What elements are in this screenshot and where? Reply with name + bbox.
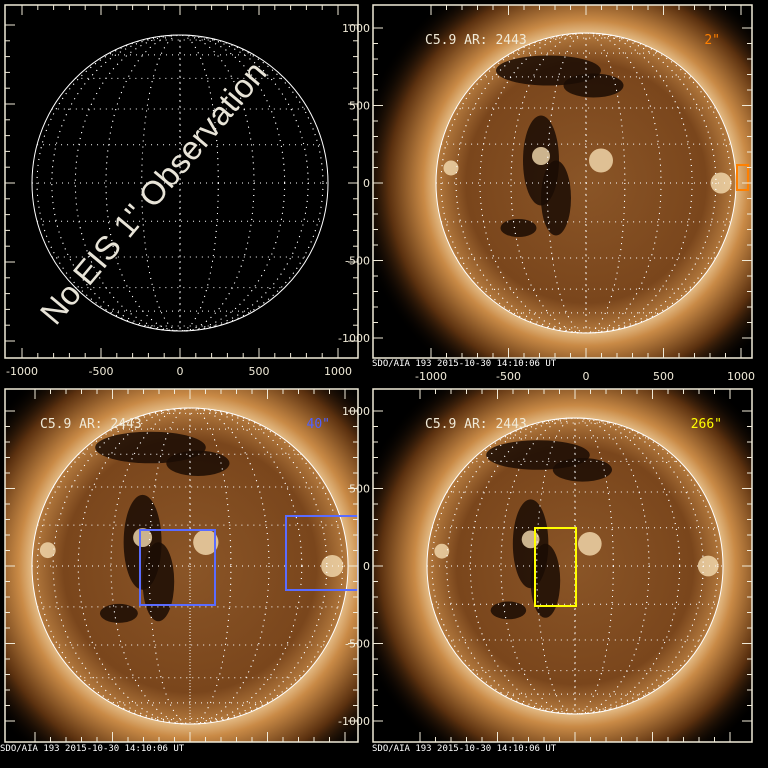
- y-tick-label: 500: [349, 483, 370, 496]
- y-tick-label: 0: [363, 177, 370, 190]
- active-region: [577, 531, 602, 556]
- y-tick-label: 500: [349, 100, 370, 113]
- x-tick-label: -1000: [415, 370, 447, 383]
- flare-label: C5.9 AR: 2443: [40, 417, 142, 432]
- y-tick-label: 1000: [342, 405, 370, 418]
- active-region: [589, 148, 613, 173]
- heliographic-grid: [436, 32, 736, 334]
- coronal-hole: [142, 542, 175, 622]
- active-region: [133, 528, 153, 548]
- x-tick-label: -500: [89, 365, 114, 378]
- coronal-hole: [99, 603, 138, 623]
- limb-circle: [426, 417, 724, 715]
- image-layer: [373, 5, 752, 358]
- y-tick-label: 1000: [342, 22, 370, 35]
- axes: 1000 500 0 -500 -1000: [338, 388, 753, 743]
- y-tick-label: -1000: [338, 715, 370, 728]
- eis-raster-box: [534, 527, 577, 607]
- heliographic-grid: [32, 407, 348, 725]
- resolution-label: 40": [307, 417, 330, 432]
- x-tick-label: -500: [496, 370, 521, 383]
- coronal-hole: [500, 219, 537, 237]
- active-region: [697, 555, 719, 577]
- panel-eis-40: C5.9 AR: 2443 40" SDO/AIA 193 2015-10-30…: [0, 388, 359, 754]
- flare-label: C5.9 AR: 2443: [425, 33, 527, 48]
- coronal-hole: [552, 457, 613, 482]
- flare-label: C5.9 AR: 2443: [425, 417, 527, 432]
- y-tick-label: -500: [345, 638, 370, 651]
- footer-label: SDO/AIA 193 2015-10-30 14:10:06 UT: [372, 359, 557, 369]
- image-layer: [31, 34, 329, 332]
- axes: [4, 388, 359, 743]
- coronal-hole: [490, 601, 527, 620]
- active-region: [434, 543, 450, 559]
- plot-frame: [372, 4, 753, 359]
- panel-eis-2: C5.9 AR: 2443 2" SDO/AIA 193 2015-10-30 …: [338, 4, 755, 383]
- footer-label: SDO/AIA 193 2015-10-30 14:10:06 UT: [372, 744, 557, 754]
- resolution-label: 2": [704, 33, 720, 48]
- axes: -1000 -500 0 500 1000: [4, 4, 359, 378]
- eis-raster-box: [285, 515, 358, 591]
- x-tick-label: 0: [177, 365, 184, 378]
- x-tick-label: 500: [653, 370, 674, 383]
- active-region: [710, 172, 732, 194]
- coronal-hole: [166, 450, 230, 476]
- coronal-hole: [541, 160, 571, 236]
- eis-raster-box: [139, 529, 216, 606]
- x-tick-label: -1000: [6, 365, 38, 378]
- coronal-hole: [563, 73, 624, 98]
- limb-circle: [31, 34, 329, 332]
- active-region: [521, 530, 540, 549]
- y-tick-label: -1000: [338, 332, 370, 345]
- coronal-hole: [530, 543, 561, 618]
- x-tick-label: 0: [583, 370, 590, 383]
- active-region: [532, 147, 550, 165]
- panel-eis-266: C5.9 AR: 2443 266" SDO/AIA 193 2015-10-3…: [338, 388, 753, 754]
- x-tick-label: 1000: [324, 365, 352, 378]
- axes: -1000 -500 0 500 1000 1000 500 0 -500 -1000: [338, 4, 755, 383]
- eis-raster-box: [736, 164, 749, 191]
- plot-frame: [4, 4, 359, 359]
- x-tick-label: 1000: [727, 370, 755, 383]
- y-tick-label: 0: [363, 560, 370, 573]
- y-tick-label: -500: [345, 255, 370, 268]
- x-tick-label: 500: [249, 365, 270, 378]
- active-region: [39, 542, 56, 559]
- active-region: [443, 160, 459, 176]
- footer-label: SDO/AIA 193 2015-10-30 14:10:06 UT: [0, 744, 185, 754]
- panel-eis-1: No EIS 1" Observation -1000 -500 0 500 1000: [4, 4, 359, 378]
- no-observation-message: No EIS 1" Observation: [33, 54, 274, 331]
- resolution-label: 266": [691, 417, 722, 432]
- image-layer: [373, 389, 752, 742]
- active-region: [193, 529, 219, 555]
- image-layer: [5, 389, 358, 742]
